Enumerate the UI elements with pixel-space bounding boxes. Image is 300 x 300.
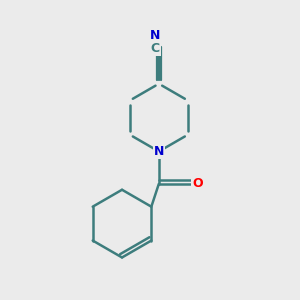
Text: O: O bbox=[192, 177, 203, 190]
Text: N: N bbox=[154, 145, 164, 158]
Text: C: C bbox=[151, 42, 160, 55]
Text: N: N bbox=[150, 29, 160, 42]
